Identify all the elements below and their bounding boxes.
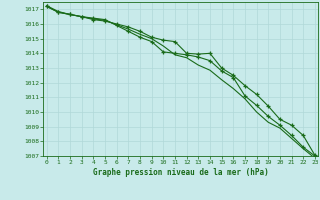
X-axis label: Graphe pression niveau de la mer (hPa): Graphe pression niveau de la mer (hPa): [93, 168, 269, 177]
